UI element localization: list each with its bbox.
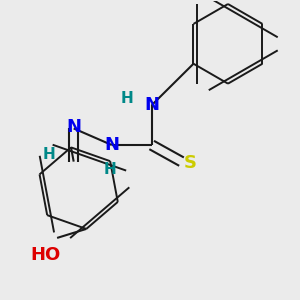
- Text: S: S: [183, 154, 196, 172]
- Text: N: N: [144, 96, 159, 114]
- Text: N: N: [66, 118, 81, 136]
- Text: H: H: [120, 91, 133, 106]
- Text: H: H: [104, 162, 117, 177]
- Text: H: H: [42, 148, 55, 163]
- Text: HO: HO: [30, 245, 61, 263]
- Text: N: N: [104, 136, 119, 154]
